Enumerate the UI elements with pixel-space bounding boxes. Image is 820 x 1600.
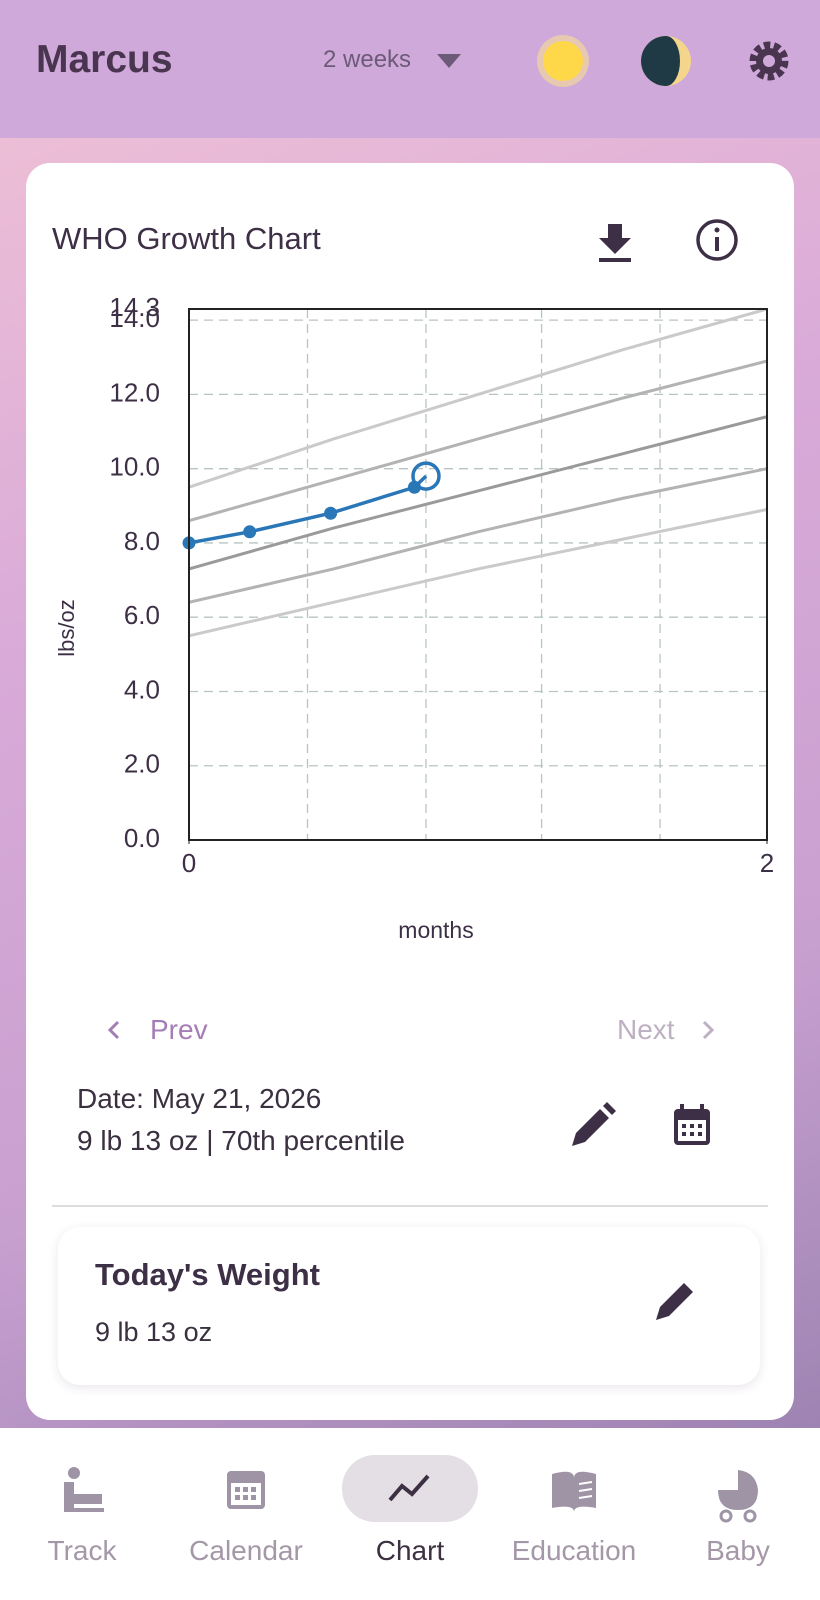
info-icon[interactable] <box>696 219 738 261</box>
detail-icons <box>52 1020 768 1207</box>
prev-chevron[interactable] <box>107 1020 120 1040</box>
settings-icon[interactable] <box>749 41 789 81</box>
prev-button[interactable]: Prev <box>150 1014 208 1045</box>
tab-label[interactable]: Chart <box>375 1535 445 1566</box>
y-tick-label: 2.0 <box>124 749 160 779</box>
baby-icon[interactable] <box>718 1470 758 1523</box>
header-icons <box>437 35 789 87</box>
sun-icon[interactable] <box>543 41 583 81</box>
percentile-line <box>189 359 767 523</box>
track-icon[interactable] <box>64 1467 104 1512</box>
weight-point <box>243 525 257 539</box>
next-chevron[interactable] <box>702 1020 715 1040</box>
baby-name: Marcus <box>36 38 173 81</box>
calendar-tab-icon[interactable] <box>227 1471 265 1509</box>
next-button[interactable]: Next <box>617 1014 675 1045</box>
moon-shadow <box>641 36 680 86</box>
percentile-line <box>189 309 767 489</box>
y-tick-label: 0.0 <box>124 823 160 853</box>
chart-tab-icon[interactable] <box>388 1474 430 1502</box>
plot-border <box>188 308 768 841</box>
y-tick-label: 14.0 <box>109 303 160 333</box>
edit-weight-icon[interactable] <box>650 1278 700 1328</box>
selected-summary: 9 lb 13 oz | 70th percentile <box>77 1125 405 1156</box>
today-value: 9 lb 13 oz <box>95 1317 213 1347</box>
y-tick-label: 10.0 <box>109 452 160 482</box>
plot-lines <box>189 309 767 638</box>
download-icon[interactable] <box>599 224 631 262</box>
education-icon[interactable] <box>552 1471 596 1512</box>
current-point <box>411 461 441 491</box>
tab-label[interactable]: Education <box>511 1535 637 1566</box>
x-tick-label: 0 <box>182 848 196 878</box>
percentile-line <box>189 467 767 604</box>
active-tab-indicator <box>342 1455 478 1522</box>
today-weight-card <box>58 1227 760 1385</box>
card-title: WHO Growth Chart <box>52 221 321 256</box>
y-axis-label: lbs/oz <box>54 599 79 656</box>
selected-date: Date: May 21, 2026 <box>77 1083 322 1114</box>
y-tick-label: 4.0 <box>124 674 160 704</box>
growth-chart: months lbs/oz 0.0 2.0 4.0 6.0 8.0 10.0 12.0 14.… <box>54 292 774 943</box>
percentile-line <box>189 508 767 638</box>
tab-label[interactable]: Calendar <box>189 1535 303 1566</box>
card-icons <box>599 219 738 262</box>
x-axis-label: months <box>398 917 473 943</box>
chart-card <box>26 163 794 1420</box>
calendar-icon[interactable] <box>674 1104 710 1145</box>
y-tick-label: 12.0 <box>109 377 160 407</box>
y-tick-label: 8.0 <box>124 526 160 556</box>
y-tick-label: 6.0 <box>124 600 160 630</box>
x-tick-label: 2 <box>760 848 774 878</box>
dropdown-arrow[interactable] <box>437 54 461 68</box>
today-title: Today's Weight <box>95 1257 320 1292</box>
percentile-line <box>189 415 767 571</box>
edit-date-icon[interactable] <box>572 1102 616 1146</box>
nav-icons <box>64 1455 758 1523</box>
range-dropdown[interactable]: 2 weeks <box>323 46 412 73</box>
y-tick-label: 14.3 <box>109 292 160 322</box>
tab-label[interactable]: Track <box>47 1535 117 1566</box>
weight-point <box>324 506 338 520</box>
tab-label[interactable]: Baby <box>706 1535 770 1566</box>
